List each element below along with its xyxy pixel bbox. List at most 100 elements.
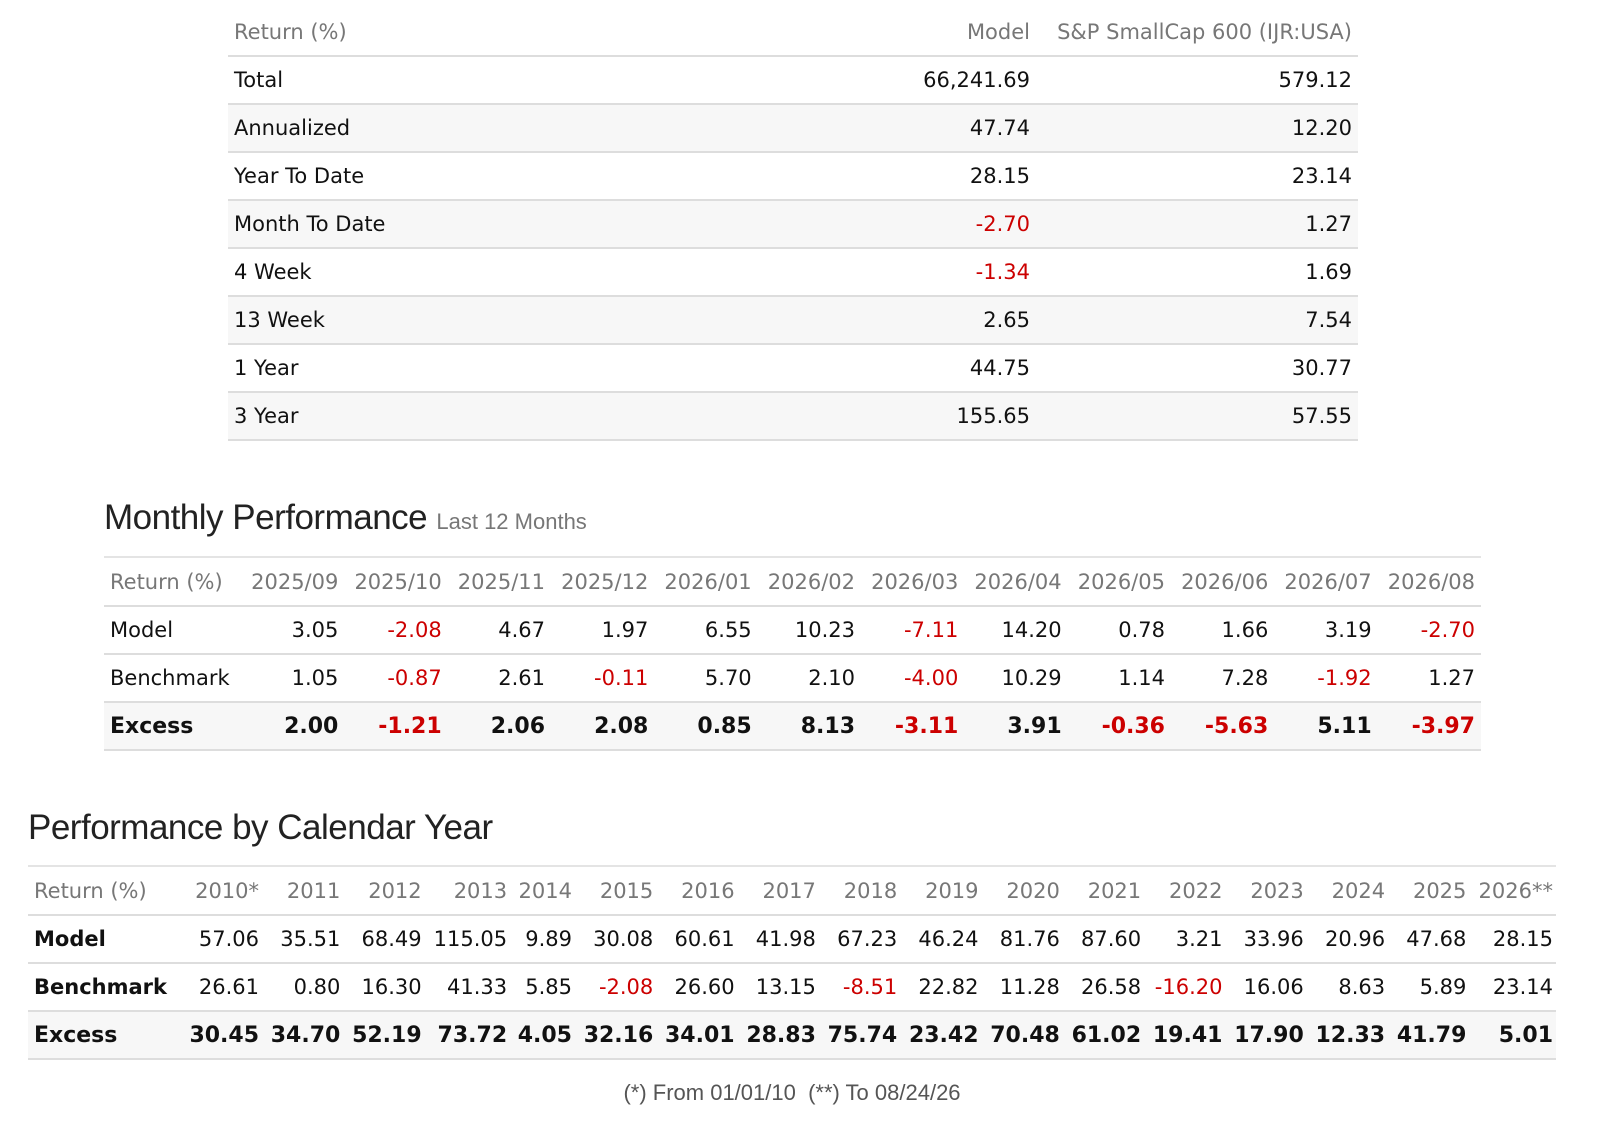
yearly-cell-value: 0.80 (262, 963, 344, 1012)
monthly-header-period: 2026/07 (1274, 557, 1378, 607)
monthly-cell-value: -1.21 (344, 702, 448, 751)
yearly-cell-value: 68.49 (343, 915, 425, 964)
summary-benchmark-value: 1.27 (1036, 200, 1358, 249)
yearly-cell-value: 41.79 (1388, 1011, 1470, 1060)
monthly-body: Model 3.05 -2.08 4.67 1.97 6.55 10.23 -7.11 14.2… (104, 606, 1481, 751)
yearly-cell-value: 41.33 (424, 963, 511, 1012)
summary-row-label: 1 Year (228, 344, 696, 393)
monthly-title-text: Monthly Performance (104, 498, 428, 537)
yearly-cell-value: 23.14 (1469, 963, 1556, 1012)
monthly-cell-value: -1.92 (1274, 654, 1378, 703)
yearly-cell-value: 26.60 (656, 963, 738, 1012)
yearly-header-row: Return (%) 2010* 2011 2012 2013 2014 2015 2016… (28, 866, 1556, 916)
monthly-cell-value: 6.55 (654, 606, 758, 655)
monthly-performance-table: Return (%) 2025/09 2025/10 2025/11 2025/12 2… (104, 556, 1481, 751)
yearly-header-period: 2016 (656, 866, 738, 916)
summary-row-label: Total (228, 56, 696, 105)
monthly-cell-value: 1.05 (241, 654, 345, 703)
yearly-cell-value: -2.08 (574, 963, 657, 1012)
yearly-row-label: Model (28, 915, 181, 964)
yearly-cell-value: 23.42 (900, 1011, 982, 1060)
summary-row-label: 3 Year (228, 392, 696, 441)
monthly-header-period: 2026/02 (757, 557, 861, 607)
monthly-cell-value: 10.29 (964, 654, 1068, 703)
summary-benchmark-value: 579.12 (1036, 56, 1358, 105)
yearly-cell-value: 87.60 (1062, 915, 1145, 964)
yearly-cell-value: 41.98 (737, 915, 819, 964)
yearly-row-excess: Excess 30.45 34.70 52.19 73.72 4.05 32.16 34.01… (28, 1011, 1556, 1060)
monthly-header-period: 2026/03 (861, 557, 965, 607)
monthly-row-label: Model (104, 606, 242, 655)
yearly-cell-value: 4.05 (510, 1011, 575, 1060)
yearly-cell-value: 9.89 (510, 915, 575, 964)
monthly-cell-value: 2.61 (447, 654, 552, 703)
yearly-header-period: 2015 (574, 866, 657, 916)
monthly-cell-value: 2.00 (241, 702, 345, 751)
summary-row: 4 Week -1.34 1.69 (228, 248, 1358, 297)
summary-header-return: Return (%) (228, 8, 696, 57)
monthly-cell-value: -0.11 (551, 654, 655, 703)
summary-row: 3 Year 155.65 57.55 (228, 392, 1358, 441)
yearly-cell-value: 28.83 (737, 1011, 819, 1060)
yearly-row-label: Excess (28, 1011, 181, 1060)
calendar-year-title: Performance by Calendar Year (28, 808, 493, 847)
monthly-cell-value: 4.67 (447, 606, 552, 655)
monthly-row-label: Benchmark (104, 654, 242, 703)
monthly-cell-value: -2.08 (344, 606, 448, 655)
summary-model-value: 66,241.69 (695, 56, 1036, 105)
monthly-cell-value: 7.28 (1170, 654, 1275, 703)
monthly-header-period: 2026/06 (1170, 557, 1275, 607)
yearly-cell-value: 8.63 (1306, 963, 1389, 1012)
monthly-cell-value: 2.08 (551, 702, 655, 751)
yearly-cell-value: 5.89 (1388, 963, 1470, 1012)
yearly-cell-value: 22.82 (900, 963, 982, 1012)
summary-row: Annualized 47.74 12.20 (228, 104, 1358, 153)
yearly-cell-value: 28.15 (1469, 915, 1556, 964)
monthly-cell-value: 3.05 (241, 606, 345, 655)
monthly-cell-value: 1.14 (1067, 654, 1171, 703)
summary-row-label: Annualized (228, 104, 696, 153)
summary-benchmark-value: 7.54 (1036, 296, 1358, 345)
yearly-cell-value: 70.48 (981, 1011, 1063, 1060)
monthly-cell-value: 8.13 (757, 702, 861, 751)
yearly-cell-value: 26.58 (1062, 963, 1145, 1012)
monthly-subtitle: Last 12 Months (436, 509, 587, 534)
monthly-cell-value: -3.97 (1377, 702, 1481, 751)
summary-row: 13 Week 2.65 7.54 (228, 296, 1358, 345)
yearly-cell-value: 17.90 (1225, 1011, 1307, 1060)
monthly-cell-value: -4.00 (861, 654, 965, 703)
monthly-cell-value: -0.36 (1067, 702, 1171, 751)
yearly-header-period: 2012 (343, 866, 425, 916)
summary-row: Year To Date 28.15 23.14 (228, 152, 1358, 201)
monthly-header-period: 2025/10 (344, 557, 448, 607)
monthly-row-model: Model 3.05 -2.08 4.67 1.97 6.55 10.23 -7.11 14.2… (104, 606, 1481, 655)
yearly-cell-value: 35.51 (262, 915, 344, 964)
yearly-cell-value: 115.05 (424, 915, 511, 964)
yearly-cell-value: 46.24 (900, 915, 982, 964)
yearly-cell-value: 20.96 (1306, 915, 1389, 964)
summary-header-benchmark: S&P SmallCap 600 (IJR:USA) (1036, 8, 1358, 57)
monthly-cell-value: 2.10 (757, 654, 861, 703)
monthly-row-benchmark: Benchmark 1.05 -0.87 2.61 -0.11 5.70 2.10 -4.00… (104, 654, 1481, 703)
yearly-cell-value: 5.01 (1469, 1011, 1556, 1060)
yearly-header-period: 2014 (510, 866, 575, 916)
yearly-cell-value: 16.06 (1225, 963, 1307, 1012)
summary-row-label: 4 Week (228, 248, 696, 297)
monthly-header-period: 2025/11 (447, 557, 552, 607)
monthly-cell-value: -0.87 (344, 654, 448, 703)
yearly-header-period: 2026** (1469, 866, 1556, 916)
monthly-cell-value: -2.70 (1377, 606, 1481, 655)
yearly-header-period: 2023 (1225, 866, 1307, 916)
monthly-header-row: Return (%) 2025/09 2025/10 2025/11 2025/12 2… (104, 557, 1481, 607)
summary-row: Month To Date -2.70 1.27 (228, 200, 1358, 249)
monthly-header-return: Return (%) (104, 557, 242, 607)
monthly-cell-value: 14.20 (964, 606, 1068, 655)
monthly-cell-value: 3.91 (964, 702, 1068, 751)
monthly-header-period: 2026/01 (654, 557, 758, 607)
monthly-cell-value: 3.19 (1274, 606, 1378, 655)
yearly-cell-value: 34.01 (656, 1011, 738, 1060)
summary-benchmark-value: 57.55 (1036, 392, 1358, 441)
yearly-header-period: 2018 (818, 866, 901, 916)
yearly-header-period: 2019 (900, 866, 982, 916)
yearly-header-period: 2020 (981, 866, 1063, 916)
